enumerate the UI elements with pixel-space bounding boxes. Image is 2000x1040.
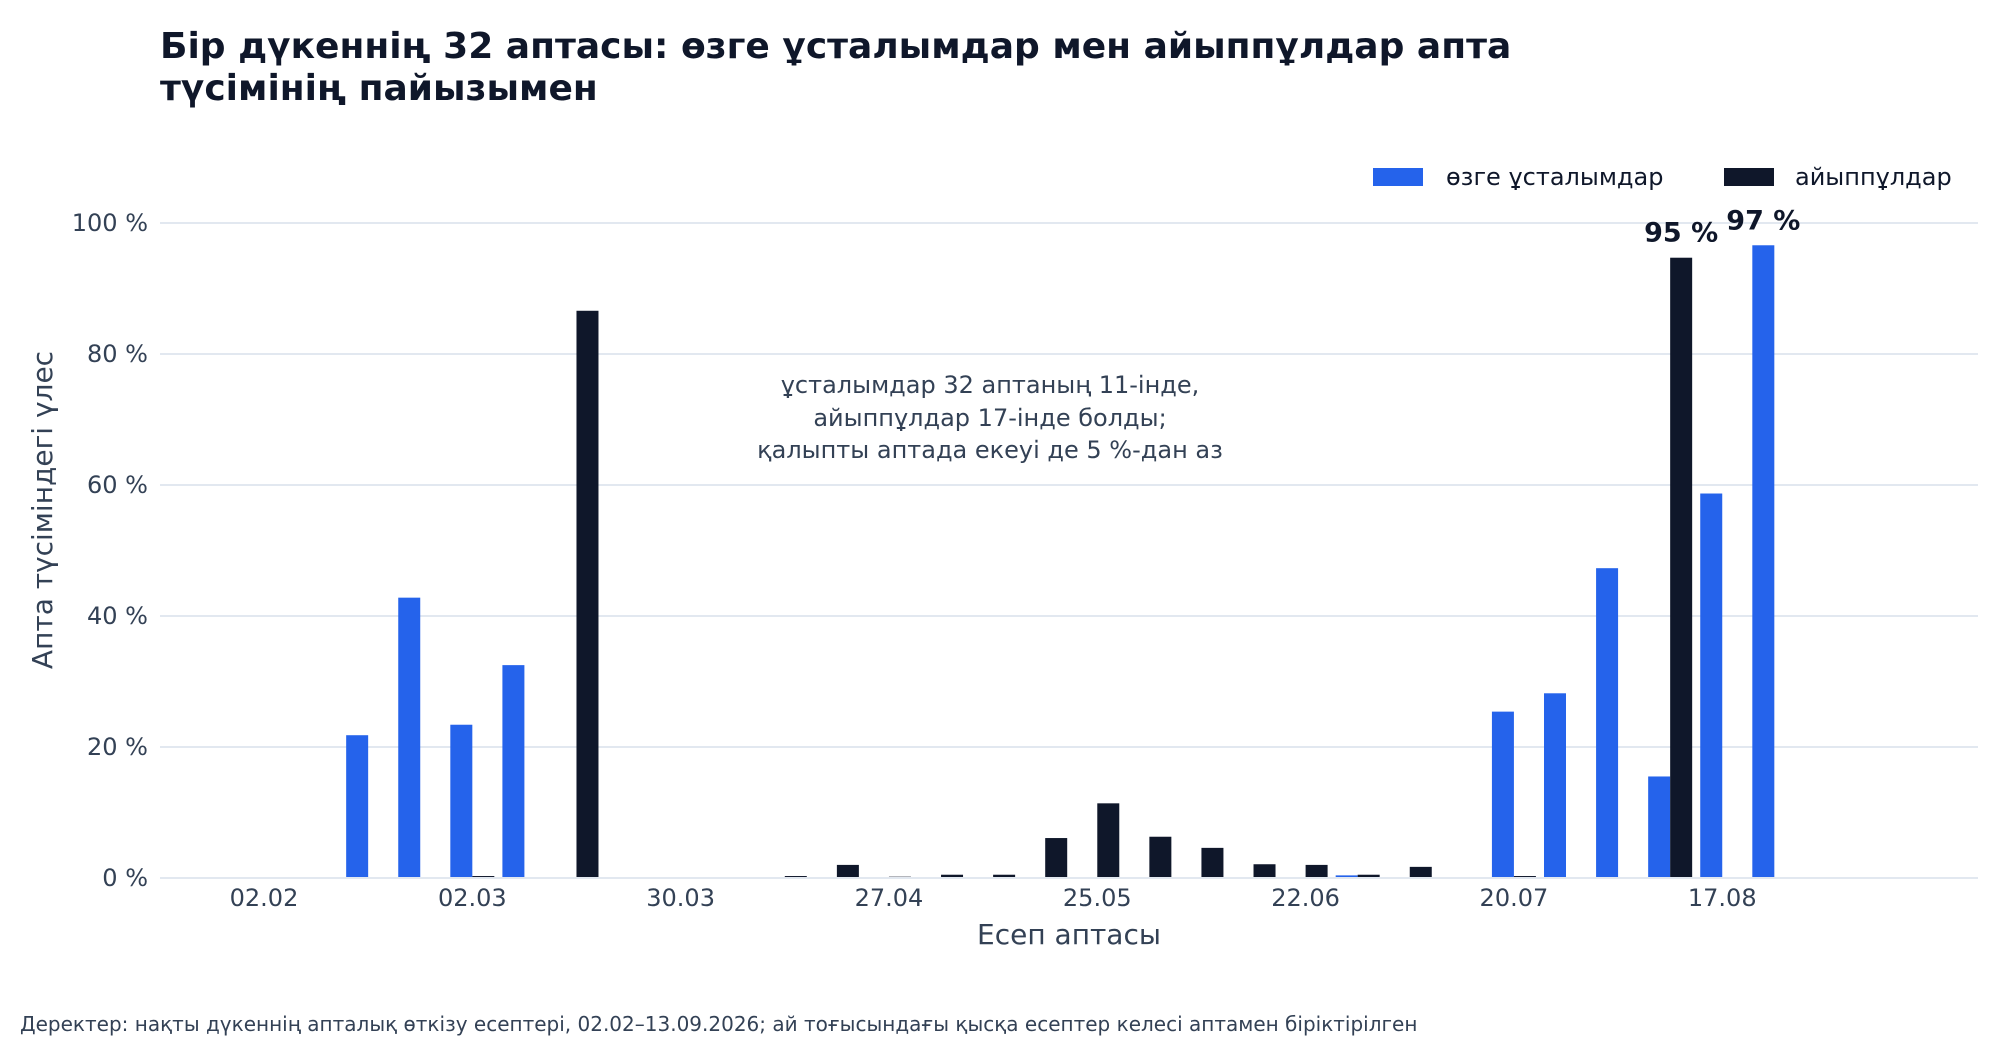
x-tick-label: 30.03 xyxy=(646,884,715,912)
bar-ozge-ustalymdar xyxy=(450,724,473,878)
annotation-line-2: айыппұлдар 17-інде болды; xyxy=(813,404,1166,432)
x-tick-label: 20.07 xyxy=(1480,884,1549,912)
axes: 0 % 20 % 40 % 60 % 80 % 100 % 02.02 02.03 30.03 2… xyxy=(72,209,1978,912)
y-tick-label: 40 % xyxy=(87,602,148,630)
annotation-line-1: ұсталымдар 32 аптаның 11-інде, xyxy=(781,371,1200,399)
value-label-ozge-peak: 97 % xyxy=(1726,205,1800,236)
bar-ozge-ustalymdar xyxy=(502,665,525,878)
y-tick-label: 80 % xyxy=(87,340,148,368)
y-tick-label: 20 % xyxy=(87,733,148,761)
bar-aiyppuldar xyxy=(836,864,859,878)
bar-aiyppuldar xyxy=(576,310,599,878)
bar-aiyppuldar xyxy=(1670,257,1693,879)
bar-aiyppuldar xyxy=(993,874,1016,878)
bar-aiyppuldar xyxy=(1097,803,1120,878)
bar-ozge-ustalymdar xyxy=(1752,245,1775,878)
y-tick-label: 0 % xyxy=(102,864,148,892)
bar-aiyppuldar xyxy=(1409,866,1432,878)
y-tick-label: 100 % xyxy=(72,209,148,237)
bar-ozge-ustalymdar xyxy=(1596,568,1619,878)
x-tick-label: 27.04 xyxy=(855,884,924,912)
legend-swatch-ozge-ustalymdar xyxy=(1373,168,1423,186)
x-tick-label: 02.03 xyxy=(438,884,507,912)
legend-label-aiyppuldar: айыппұлдар xyxy=(1795,163,1952,191)
bar-aiyppuldar xyxy=(1045,838,1068,878)
annotation-line-3: қалыпты аптада екеуі де 5 %-дан аз xyxy=(757,436,1223,464)
legend-swatch-aiyppuldar xyxy=(1724,168,1774,186)
bar-aiyppuldar xyxy=(1357,874,1380,878)
annotation: ұсталымдар 32 аптаның 11-інде, айыппұлда… xyxy=(757,371,1223,464)
bar-ozge-ustalymdar xyxy=(1700,493,1723,878)
bar-aiyppuldar xyxy=(941,874,964,878)
bar-ozge-ustalymdar xyxy=(1544,693,1566,878)
x-tick-label: 25.05 xyxy=(1063,884,1132,912)
footnote: Деректер: нақты дүкеннің апталық өткізу … xyxy=(20,1012,1418,1036)
y-axis-label: Апта түсіміндегі үлес xyxy=(26,351,59,669)
x-axis-label: Есеп аптасы xyxy=(977,918,1161,951)
chart-title: Бір дүкеннің 32 аптасы: өзге ұсталымдар … xyxy=(160,26,1640,110)
chart-title-line-1: Бір дүкеннің 32 аптасы: өзге ұсталымдар … xyxy=(160,26,1512,67)
bar-aiyppuldar xyxy=(1253,864,1276,878)
bar-ozge-ustalymdar xyxy=(1648,776,1671,878)
bar-aiyppuldar xyxy=(1305,864,1328,878)
x-tick-label: 17.08 xyxy=(1688,884,1757,912)
legend-label-ozge-ustalymdar: өзге ұсталымдар xyxy=(1446,163,1663,191)
bar-ozge-ustalymdar xyxy=(346,735,369,878)
bars xyxy=(346,245,1775,879)
y-tick-label: 60 % xyxy=(87,471,148,499)
bar-aiyppuldar xyxy=(1149,836,1172,878)
chart-title-line-2: түсімінің пайызымен xyxy=(160,68,598,109)
value-label-aiyppuldar-peak: 95 % xyxy=(1644,218,1718,249)
legend: өзге ұсталымдар айыппұлдар xyxy=(1373,163,1952,191)
value-labels: 95 % 97 % xyxy=(1644,205,1800,248)
bar-ozge-ustalymdar xyxy=(1491,711,1514,878)
x-tick-label: 22.06 xyxy=(1271,884,1340,912)
bar-aiyppuldar xyxy=(1201,847,1224,878)
bar-ozge-ustalymdar xyxy=(1335,875,1358,878)
bar-ozge-ustalymdar xyxy=(398,597,421,878)
x-tick-label: 02.02 xyxy=(230,884,299,912)
